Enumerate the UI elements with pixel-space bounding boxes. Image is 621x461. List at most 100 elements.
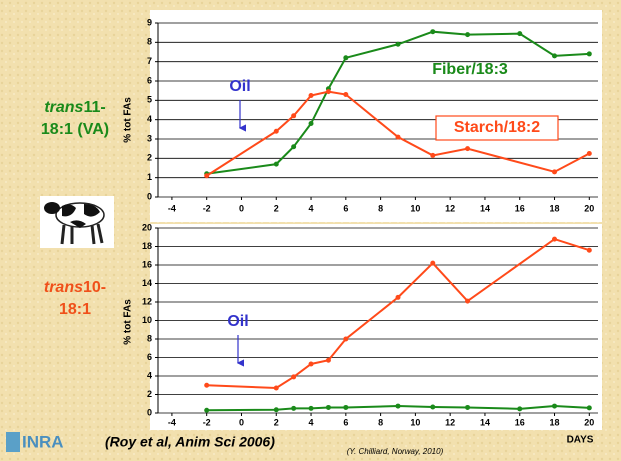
- data-point: [309, 361, 314, 366]
- y-tick-label: 12: [142, 296, 152, 306]
- y-tick-label: 4: [147, 114, 152, 124]
- data-point: [587, 405, 592, 410]
- data-point: [204, 383, 209, 388]
- y-tick-label: 2: [147, 389, 152, 399]
- x-axis-label: DAYS: [567, 435, 594, 446]
- side-label-rest: 10-: [83, 279, 106, 296]
- y-tick-label: 9: [147, 17, 152, 27]
- data-point: [204, 408, 209, 413]
- x-tick-label: 6: [343, 203, 348, 213]
- side-label: 18:1 (VA): [41, 121, 109, 138]
- data-point: [552, 53, 557, 58]
- y-tick-label: 3: [147, 133, 152, 143]
- data-point: [343, 92, 348, 97]
- x-tick-label: 12: [445, 203, 455, 213]
- data-point: [309, 406, 314, 411]
- x-tick-label: 4: [309, 203, 314, 213]
- side-label: 18:1: [59, 301, 91, 318]
- slide: trans11- 18:1 (VA) trans10- 18:1 INRA (R…: [0, 0, 621, 461]
- side-label-italic: trans: [44, 99, 83, 116]
- data-point: [430, 404, 435, 409]
- data-point: [291, 374, 296, 379]
- y-axis-label: % tot FAs: [123, 299, 134, 345]
- credit: (Y. Chilliard, Norway, 2010): [347, 447, 444, 456]
- x-tick-label: 12: [445, 417, 455, 427]
- data-point: [587, 51, 592, 56]
- data-point: [517, 31, 522, 36]
- x-tick-label: -4: [168, 203, 176, 213]
- cow-icon: [40, 196, 114, 248]
- data-point: [465, 405, 470, 410]
- side-label: trans10-: [44, 279, 106, 296]
- y-tick-label: 7: [147, 56, 152, 66]
- data-point: [552, 237, 557, 242]
- y-tick-label: 20: [142, 222, 152, 232]
- x-tick-label: 16: [515, 417, 525, 427]
- data-point: [430, 29, 435, 34]
- y-tick-label: 1: [147, 172, 152, 182]
- reference: (Roy et al, Anim Sci 2006): [105, 434, 275, 450]
- data-point: [326, 358, 331, 363]
- x-tick-label: 16: [515, 203, 525, 213]
- data-point: [396, 135, 401, 140]
- chart-panel: [150, 224, 602, 430]
- x-tick-label: 20: [584, 417, 594, 427]
- y-tick-label: 2: [147, 153, 152, 163]
- data-point: [430, 261, 435, 266]
- y-tick-label: 6: [147, 75, 152, 85]
- y-axis-label: % tot FAs: [123, 97, 134, 143]
- x-tick-label: -2: [203, 417, 211, 427]
- y-tick-label: 8: [147, 37, 152, 47]
- data-point: [396, 42, 401, 47]
- data-point: [309, 93, 314, 98]
- x-tick-label: 8: [378, 417, 383, 427]
- data-point: [291, 144, 296, 149]
- data-point: [274, 129, 279, 134]
- data-point: [274, 386, 279, 391]
- data-point: [343, 405, 348, 410]
- x-tick-label: 14: [480, 203, 490, 213]
- x-tick-label: 10: [410, 203, 420, 213]
- side-label-rest: 11-: [83, 99, 105, 116]
- x-tick-label: -2: [203, 203, 211, 213]
- x-tick-label: 0: [239, 203, 244, 213]
- series-label: Fiber/18:3: [432, 61, 508, 78]
- data-point: [587, 151, 592, 156]
- data-point: [343, 55, 348, 60]
- x-tick-label: 2: [274, 203, 279, 213]
- x-tick-label: 18: [550, 417, 560, 427]
- data-point: [204, 173, 209, 178]
- side-label-italic: trans: [44, 279, 83, 296]
- data-point: [396, 404, 401, 409]
- x-tick-label: 0: [239, 417, 244, 427]
- y-tick-label: 16: [142, 259, 152, 269]
- side-label: trans11-: [44, 99, 105, 116]
- data-point: [465, 32, 470, 37]
- y-tick-label: 0: [147, 191, 152, 201]
- data-point: [291, 406, 296, 411]
- data-point: [274, 407, 279, 412]
- logo-text: INRA: [22, 432, 64, 451]
- data-point: [309, 121, 314, 126]
- y-tick-label: 8: [147, 333, 152, 343]
- y-tick-label: 4: [147, 370, 152, 380]
- x-tick-label: 14: [480, 417, 490, 427]
- y-tick-label: 14: [142, 278, 152, 288]
- x-tick-label: 20: [584, 203, 594, 213]
- x-tick-label: 6: [343, 417, 348, 427]
- x-tick-label: 8: [378, 203, 383, 213]
- data-point: [430, 153, 435, 158]
- data-point: [552, 169, 557, 174]
- data-point: [274, 162, 279, 167]
- y-tick-label: 5: [147, 95, 152, 105]
- annotation: Oil: [227, 313, 248, 330]
- x-tick-label: 4: [309, 417, 314, 427]
- data-point: [326, 89, 331, 94]
- data-point: [326, 405, 331, 410]
- x-tick-label: 18: [550, 203, 560, 213]
- data-point: [396, 295, 401, 300]
- x-tick-label: 2: [274, 417, 279, 427]
- data-point: [465, 299, 470, 304]
- series-label: Starch/18:2: [454, 119, 540, 136]
- data-point: [291, 113, 296, 118]
